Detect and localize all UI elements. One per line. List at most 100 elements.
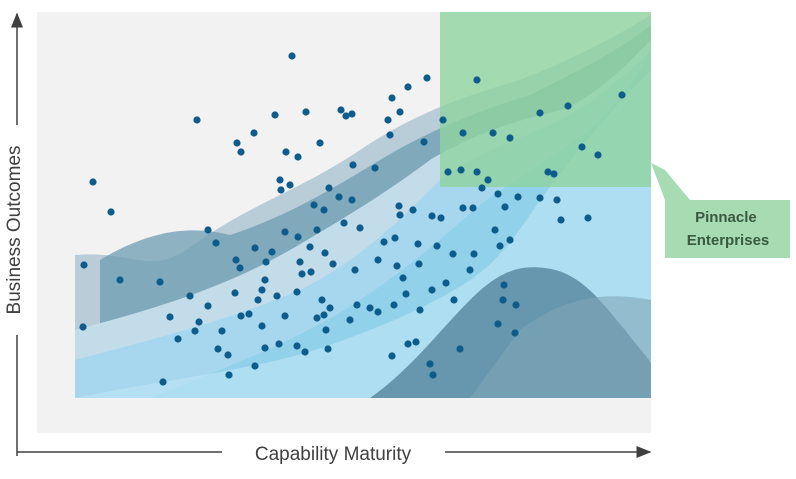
data-point	[275, 340, 283, 348]
data-point	[225, 371, 233, 379]
data-point	[288, 52, 296, 60]
data-point	[277, 186, 285, 194]
data-point	[261, 344, 269, 352]
data-point	[353, 301, 361, 309]
data-point	[351, 266, 359, 274]
data-point	[159, 378, 167, 386]
data-point	[444, 168, 452, 176]
data-point	[268, 248, 276, 256]
data-point	[258, 322, 266, 330]
data-point	[459, 204, 467, 212]
data-point	[544, 168, 552, 176]
data-point	[557, 216, 565, 224]
data-point	[478, 184, 486, 192]
data-point	[313, 314, 321, 322]
data-point	[310, 201, 318, 209]
data-point	[384, 116, 392, 124]
data-point	[325, 184, 333, 192]
data-point	[466, 266, 474, 274]
data-point	[470, 250, 478, 258]
data-point	[396, 211, 404, 219]
data-point	[282, 148, 290, 156]
data-point	[511, 329, 519, 337]
data-point	[301, 348, 309, 356]
data-point	[494, 190, 502, 198]
data-point	[80, 261, 88, 269]
data-point	[326, 304, 334, 312]
data-point	[356, 224, 364, 232]
data-point	[337, 106, 345, 114]
data-point	[186, 292, 194, 300]
data-point	[116, 276, 124, 284]
data-point	[414, 240, 422, 248]
data-point	[286, 181, 294, 189]
data-point	[409, 206, 417, 214]
data-point	[500, 281, 508, 289]
data-point	[294, 233, 302, 241]
data-point	[349, 161, 357, 169]
data-point	[193, 116, 201, 124]
data-point	[156, 278, 164, 286]
data-point	[512, 301, 520, 309]
data-point	[258, 286, 266, 294]
data-point	[578, 143, 586, 151]
data-point	[594, 151, 602, 159]
data-point	[459, 129, 467, 137]
data-point	[254, 296, 262, 304]
data-point	[296, 258, 304, 266]
data-point	[494, 320, 502, 328]
data-point	[426, 360, 434, 368]
data-point	[281, 228, 289, 236]
data-point	[374, 308, 382, 316]
y-axis-title: Business Outcomes	[4, 146, 25, 315]
data-point	[232, 256, 240, 264]
data-point	[316, 139, 324, 147]
data-point	[404, 340, 412, 348]
data-point	[251, 244, 259, 252]
data-point	[329, 260, 337, 268]
data-point	[395, 202, 403, 210]
data-point	[499, 296, 507, 304]
data-point	[348, 196, 356, 204]
data-point	[396, 108, 404, 116]
data-point	[415, 260, 423, 268]
data-point	[439, 116, 447, 124]
data-point	[250, 129, 258, 137]
data-point	[293, 342, 301, 350]
data-point	[391, 234, 399, 242]
data-point	[429, 371, 437, 379]
data-point	[273, 292, 281, 300]
data-point	[473, 168, 481, 176]
callout-box	[651, 163, 790, 258]
data-point	[514, 193, 522, 201]
data-point	[233, 139, 241, 147]
data-point	[306, 243, 314, 251]
data-point	[231, 289, 239, 297]
data-point	[404, 83, 412, 91]
callout-line: Enterprises	[687, 232, 770, 249]
data-point	[433, 242, 441, 250]
data-point	[261, 276, 269, 284]
highlight-region	[440, 12, 651, 187]
data-point	[489, 129, 497, 137]
data-point	[271, 111, 279, 119]
callout-line: Pinnacle	[695, 209, 757, 226]
data-point	[380, 238, 388, 246]
data-point	[416, 306, 424, 314]
data-point	[618, 91, 626, 99]
data-point	[322, 326, 330, 334]
data-point	[302, 108, 310, 116]
data-point	[212, 239, 220, 247]
data-point	[237, 312, 245, 320]
data-point	[501, 203, 509, 211]
data-point	[584, 214, 592, 222]
data-point	[313, 226, 321, 234]
data-point	[204, 302, 212, 310]
data-point	[456, 345, 464, 353]
data-point	[293, 288, 301, 296]
data-point	[484, 176, 492, 184]
data-point	[340, 219, 348, 227]
data-point	[371, 164, 379, 172]
data-point	[388, 94, 396, 102]
